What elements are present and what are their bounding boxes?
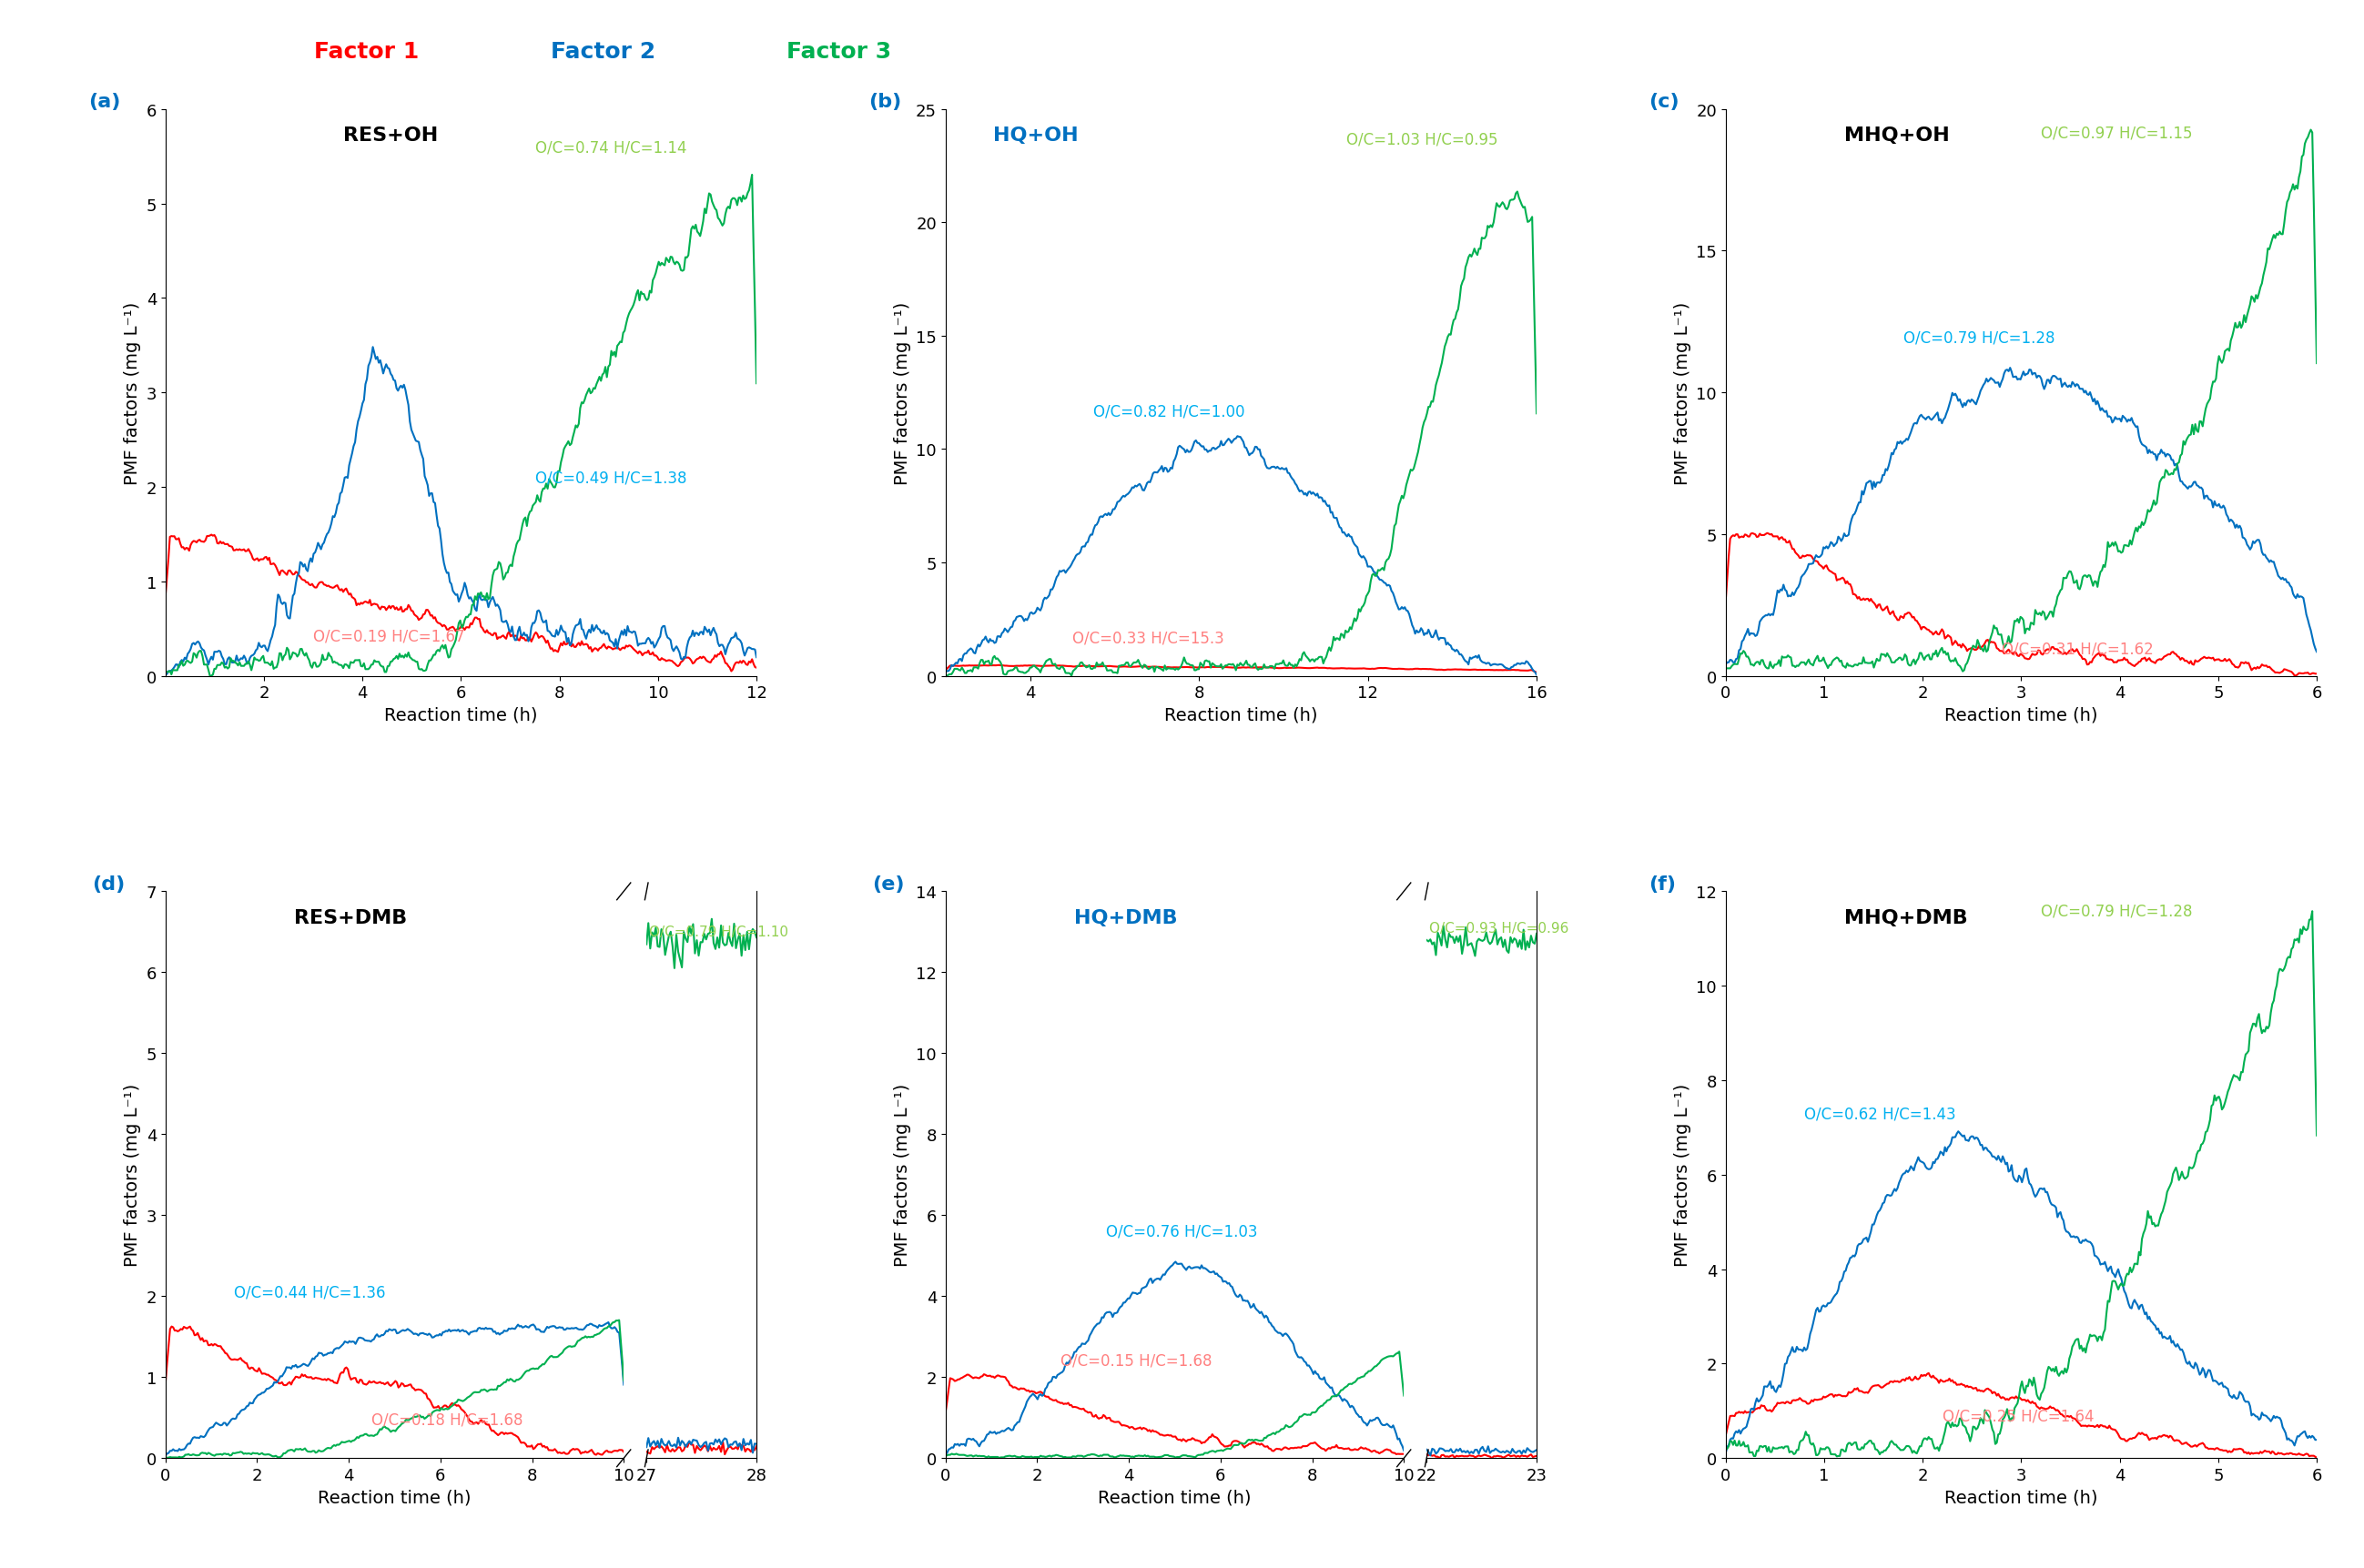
Text: MHQ+OH: MHQ+OH	[1844, 127, 1950, 144]
Text: O/C=0.31 H/C=1.62: O/C=0.31 H/C=1.62	[2002, 641, 2154, 657]
X-axis label: Reaction time (h): Reaction time (h)	[1165, 707, 1317, 724]
Text: (d): (d)	[92, 875, 125, 892]
Text: (a): (a)	[90, 93, 121, 111]
Text: Factor 3: Factor 3	[787, 41, 891, 63]
Text: O/C=1.03 H/C=0.95: O/C=1.03 H/C=0.95	[1347, 132, 1499, 147]
Y-axis label: PMF factors (mg L⁻¹): PMF factors (mg L⁻¹)	[894, 1083, 910, 1267]
Text: (b): (b)	[870, 93, 901, 111]
Text: HQ+DMB: HQ+DMB	[1073, 908, 1177, 927]
Text: O/C=0.44 H/C=1.36: O/C=0.44 H/C=1.36	[234, 1284, 385, 1300]
Text: O/C=0.62 H/C=1.43: O/C=0.62 H/C=1.43	[1804, 1105, 1955, 1123]
X-axis label: Reaction time (h): Reaction time (h)	[1946, 707, 2097, 724]
Text: RES+OH: RES+OH	[343, 127, 437, 144]
Y-axis label: PMF factors (mg L⁻¹): PMF factors (mg L⁻¹)	[1674, 301, 1690, 485]
Text: (c): (c)	[1650, 93, 1678, 111]
Y-axis label: PMF factors (mg L⁻¹): PMF factors (mg L⁻¹)	[1674, 1083, 1690, 1267]
Y-axis label: PMF factors (mg L⁻¹): PMF factors (mg L⁻¹)	[894, 301, 910, 485]
Text: O/C=0.19 H/C=1.67: O/C=0.19 H/C=1.67	[312, 627, 466, 644]
X-axis label: Reaction time (h): Reaction time (h)	[1097, 1488, 1251, 1505]
Text: Factor 1: Factor 1	[314, 41, 418, 63]
Text: O/C=0.33 H/C=15.3: O/C=0.33 H/C=15.3	[1073, 630, 1225, 646]
Text: O/C=0.97 H/C=1.15: O/C=0.97 H/C=1.15	[2040, 125, 2191, 141]
Text: Factor 2: Factor 2	[551, 41, 655, 63]
Text: O/C=0.25 H/C=1.64: O/C=0.25 H/C=1.64	[1943, 1408, 2095, 1424]
Y-axis label: PMF factors (mg L⁻¹): PMF factors (mg L⁻¹)	[123, 1083, 142, 1267]
Text: O/C=0.74 H/C=1.14: O/C=0.74 H/C=1.14	[534, 140, 686, 155]
X-axis label: Reaction time (h): Reaction time (h)	[385, 707, 537, 724]
Text: O/C=0.93 H/C=0.96: O/C=0.93 H/C=0.96	[1428, 922, 1567, 935]
Text: O/C=0.49 H/C=1.38: O/C=0.49 H/C=1.38	[534, 470, 686, 486]
Text: O/C=0.82 H/C=1.00: O/C=0.82 H/C=1.00	[1092, 403, 1246, 419]
Text: O/C=0.79 H/C=1.10: O/C=0.79 H/C=1.10	[648, 925, 787, 939]
Text: O/C=0.18 H/C=1.68: O/C=0.18 H/C=1.68	[371, 1411, 522, 1428]
X-axis label: Reaction time (h): Reaction time (h)	[1946, 1488, 2097, 1505]
Text: O/C=0.79 H/C=1.28: O/C=0.79 H/C=1.28	[2040, 903, 2191, 919]
Text: O/C=0.79 H/C=1.28: O/C=0.79 H/C=1.28	[1903, 329, 2054, 345]
Text: HQ+OH: HQ+OH	[993, 127, 1078, 144]
Y-axis label: PMF factors (mg L⁻¹): PMF factors (mg L⁻¹)	[123, 301, 142, 485]
Text: (f): (f)	[1650, 875, 1676, 892]
Text: RES+DMB: RES+DMB	[293, 908, 407, 927]
Text: O/C=0.15 H/C=1.68: O/C=0.15 H/C=1.68	[1059, 1353, 1213, 1369]
Text: (e): (e)	[872, 875, 905, 892]
Text: MHQ+DMB: MHQ+DMB	[1844, 908, 1967, 927]
X-axis label: Reaction time (h): Reaction time (h)	[317, 1488, 470, 1505]
Text: O/C=0.76 H/C=1.03: O/C=0.76 H/C=1.03	[1106, 1223, 1258, 1239]
